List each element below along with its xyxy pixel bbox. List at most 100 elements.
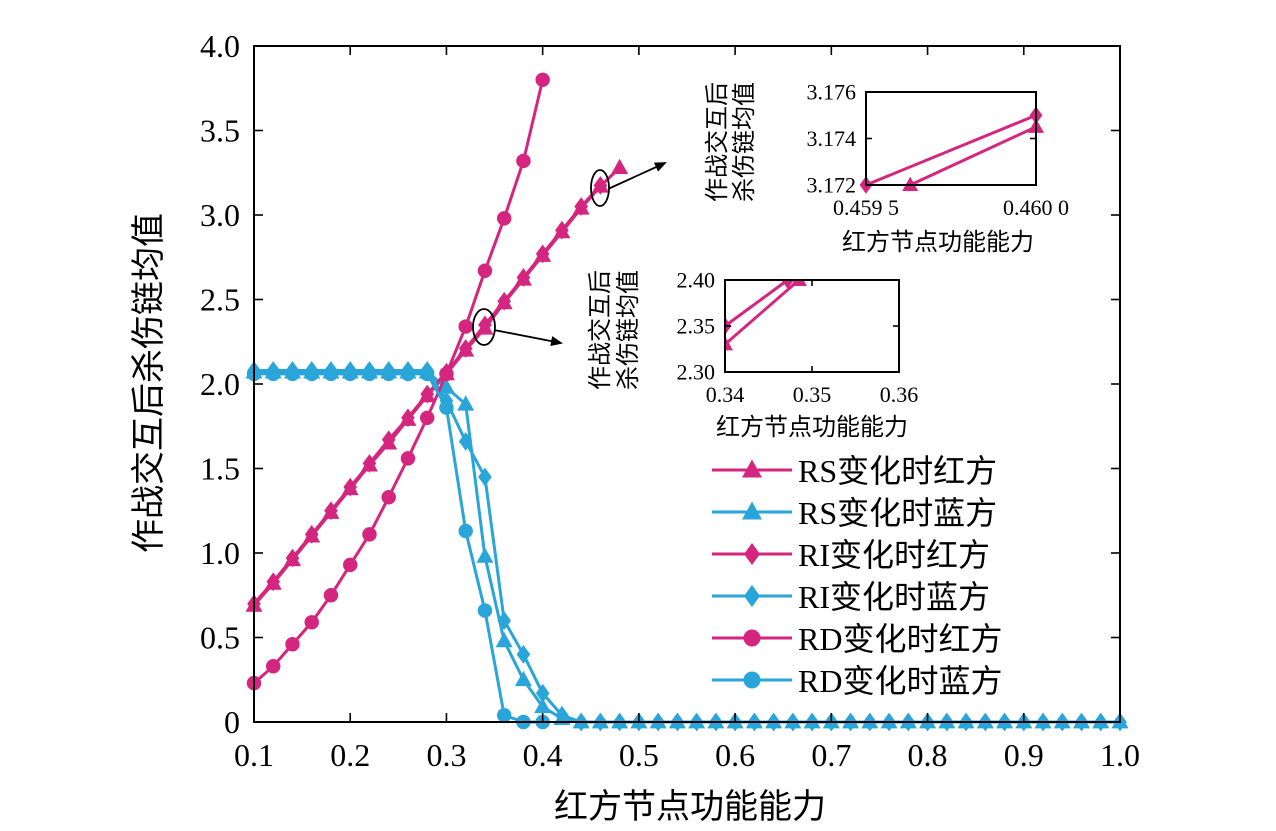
data-point bbox=[725, 336, 733, 351]
data-point bbox=[343, 477, 358, 497]
data-point bbox=[478, 315, 492, 335]
data-point bbox=[495, 631, 513, 648]
series-line bbox=[254, 372, 543, 724]
data-point bbox=[781, 280, 795, 289]
inset-lower-x-axis-label: 红方节点功能能力 bbox=[716, 414, 908, 441]
data-point bbox=[304, 525, 319, 544]
legend-label: RI变化时蓝方 bbox=[798, 579, 990, 615]
data-point bbox=[266, 572, 281, 592]
data-point bbox=[555, 220, 569, 240]
data-point bbox=[458, 319, 473, 334]
data-point bbox=[419, 410, 435, 426]
x-tick-label: 0.36 bbox=[880, 382, 919, 407]
x-tick-label: 0.4 bbox=[523, 737, 563, 773]
data-point bbox=[323, 588, 339, 603]
data-point bbox=[476, 547, 494, 563]
legend-label: RI变化时红方 bbox=[798, 537, 990, 573]
data-point bbox=[516, 268, 531, 287]
legend-item: RD变化时红方 bbox=[712, 621, 1002, 657]
data-point bbox=[285, 366, 300, 382]
data-point bbox=[342, 557, 358, 573]
inset-lower-x-axis: 0.34 0.35 0.36 bbox=[706, 280, 919, 407]
data-point bbox=[400, 451, 416, 466]
y-tick-label: 3.172 bbox=[807, 173, 857, 198]
data-point bbox=[534, 697, 552, 714]
data-point bbox=[458, 339, 473, 358]
callout-arrow-lower bbox=[493, 329, 563, 347]
legend-item: RD变化时蓝方 bbox=[712, 663, 1002, 699]
legend-item: RI变化时红方 bbox=[712, 537, 990, 573]
inset-lower-y-axis-label-line1: 作战交互后 bbox=[587, 270, 614, 390]
y-tick-label: 2.30 bbox=[677, 360, 716, 385]
inset-upper-x-axis-label: 红方节点功能能力 bbox=[842, 229, 1034, 256]
inset-upper-y-axis: 3.172 3.174 3.176 bbox=[807, 80, 1036, 198]
data-point bbox=[437, 378, 455, 394]
y-tick-label: 3.5 bbox=[200, 113, 240, 149]
data-point bbox=[324, 501, 338, 521]
x-tick-label: 0.6 bbox=[715, 737, 755, 773]
data-point bbox=[439, 366, 454, 382]
x-tick-label: 0.34 bbox=[706, 382, 745, 407]
inset-lower-y-axis: 2.30 2.35 2.40 bbox=[677, 268, 899, 385]
data-point bbox=[535, 683, 550, 703]
legend-label: RS变化时蓝方 bbox=[798, 495, 997, 531]
x-tick-label: 0.7 bbox=[811, 737, 851, 773]
legend-swatch-marker bbox=[744, 543, 760, 565]
data-point bbox=[439, 400, 454, 415]
data-point bbox=[304, 615, 319, 630]
main-y-axis-label: 作战交互后杀伤链均值 bbox=[130, 213, 168, 553]
data-point bbox=[381, 430, 396, 450]
y-tick-label: 2.5 bbox=[200, 282, 240, 318]
legend-swatch-marker bbox=[743, 671, 761, 689]
legend-item: RI变化时蓝方 bbox=[712, 579, 990, 615]
data-point bbox=[477, 263, 493, 278]
data-point bbox=[458, 432, 473, 451]
callout-lower bbox=[472, 308, 563, 347]
data-point bbox=[420, 384, 434, 404]
data-point bbox=[496, 708, 512, 723]
legend-item: RS变化时红方 bbox=[712, 453, 997, 489]
data-point bbox=[516, 645, 531, 664]
series-RD变化时红方 bbox=[246, 72, 550, 691]
x-tick-label: 0.1 bbox=[234, 737, 274, 773]
x-tick-label: 0.35 bbox=[793, 382, 832, 407]
x-tick-label: 1.0 bbox=[1100, 737, 1140, 773]
series-RS变化时红方 bbox=[902, 118, 1044, 191]
y-tick-label: 1.0 bbox=[200, 535, 240, 571]
legend-swatch-marker bbox=[743, 629, 761, 647]
data-point bbox=[574, 197, 588, 216]
data-point bbox=[401, 408, 415, 428]
data-point bbox=[593, 176, 608, 195]
data-point bbox=[555, 705, 569, 725]
inset-upper-y-axis-label-line1: 作战交互后 bbox=[704, 82, 731, 202]
legend-label: RD变化时红方 bbox=[798, 621, 1002, 657]
data-point bbox=[323, 366, 339, 382]
y-tick-label: 4.0 bbox=[200, 28, 240, 64]
data-point bbox=[902, 176, 919, 191]
series-line bbox=[725, 280, 789, 328]
data-point bbox=[362, 366, 377, 382]
y-tick-label: 2.0 bbox=[200, 366, 240, 402]
data-point bbox=[496, 211, 512, 226]
inset-lower: 0.34 0.35 0.36 2.30 2.35 2.40 红方节点功能能力 作战交互后… bbox=[587, 268, 918, 441]
data-point bbox=[266, 366, 281, 382]
data-point bbox=[457, 395, 475, 411]
data-point bbox=[362, 454, 377, 473]
data-point bbox=[381, 366, 396, 382]
x-tick-label: 0.460 0 bbox=[1003, 195, 1069, 220]
data-point bbox=[516, 153, 531, 169]
y-tick-label: 0.5 bbox=[200, 620, 240, 656]
inset-upper-series-layer bbox=[859, 106, 1044, 194]
data-point bbox=[535, 244, 550, 264]
y-tick-label: 0 bbox=[224, 704, 240, 740]
main-y-axis: 0 0.5 1.0 1.5 2.0 2.5 3.0 3.5 4.0 bbox=[200, 28, 1120, 740]
x-tick-label: 0.9 bbox=[1004, 737, 1044, 773]
data-point bbox=[381, 490, 396, 505]
data-point bbox=[400, 366, 416, 382]
series-RI变化时红方 bbox=[247, 176, 608, 614]
legend-label: RD变化时蓝方 bbox=[798, 663, 1002, 699]
x-tick-label: 0.3 bbox=[426, 737, 466, 773]
callout-arrow-upper bbox=[607, 162, 667, 190]
